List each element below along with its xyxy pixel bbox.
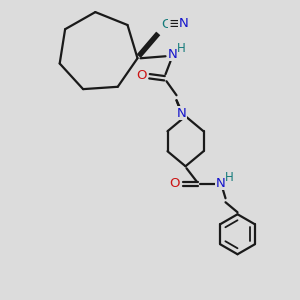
Text: O: O <box>169 177 180 190</box>
Text: C: C <box>161 18 170 31</box>
Text: O: O <box>136 69 147 82</box>
Text: N: N <box>177 107 186 120</box>
Text: H: H <box>177 42 186 55</box>
Text: ≡: ≡ <box>168 16 181 31</box>
Text: N: N <box>178 17 188 30</box>
Text: N: N <box>216 177 225 190</box>
Text: H: H <box>225 171 234 184</box>
Text: N: N <box>168 48 177 61</box>
